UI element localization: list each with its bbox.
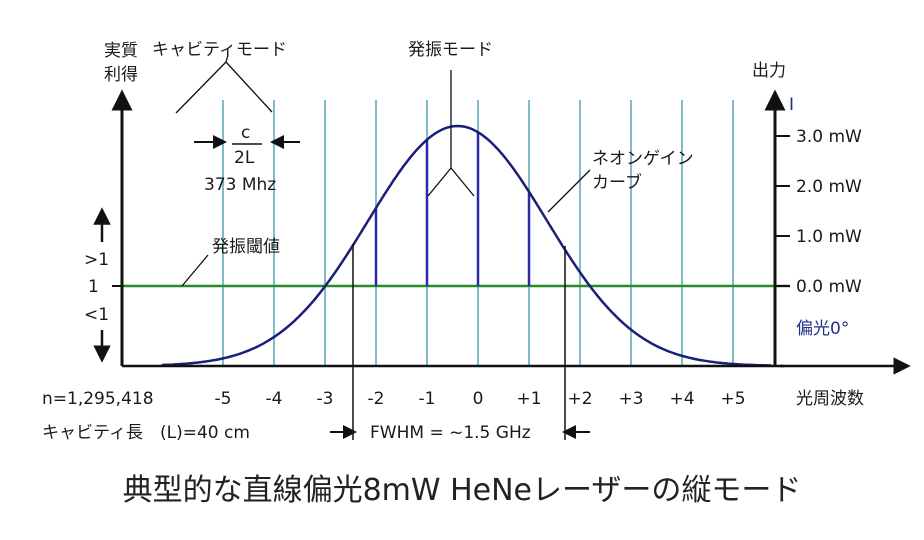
mode-number-label: +3: [618, 389, 643, 409]
gain-lt1-label: <1: [84, 305, 109, 325]
lasing-modes-label: 発振モード: [408, 40, 493, 60]
gain-curve-label-line1: ネオンゲイン: [592, 149, 694, 169]
power-tick-0: 0.0 mW: [796, 277, 862, 297]
mode-number-label: 0: [473, 389, 484, 409]
mode-number-label: -3: [317, 389, 334, 409]
mode-number-label: -4: [266, 389, 283, 409]
gain-eq1-label: 1: [88, 277, 99, 297]
mode-number-label: -5: [215, 389, 232, 409]
gain-curve-pointer: [547, 169, 591, 213]
lasing-pointer-fork: [427, 166, 475, 197]
power-tick-3: 3.0 mW: [796, 127, 862, 147]
mode-number-label: +2: [567, 389, 592, 409]
left-axis-label-line2: 利得: [104, 65, 138, 85]
n-label: n=1,295,418: [42, 389, 154, 409]
cavity-modes-label: キャビティモード: [152, 40, 287, 60]
mode-number-label: -2: [368, 389, 385, 409]
left-axis-label-line1: 実質: [104, 41, 138, 61]
gain-curve: [161, 124, 772, 367]
threshold-label: 発振閾値: [212, 237, 280, 257]
cavity-mode-pointer-stem: [225, 54, 229, 63]
figure-caption: 典型的な直線偏光8mW HeNeレーザーの縦モード: [123, 473, 802, 508]
mode-number-label: -1: [419, 389, 436, 409]
mode-number-label: +4: [669, 389, 694, 409]
lasing-mode-bars: [374, 132, 531, 286]
c-label: c: [241, 123, 250, 143]
power-tick-2: 2.0 mW: [796, 177, 862, 197]
gain-gt1-label: >1: [84, 250, 109, 270]
spacing-label: 373 Mhz: [204, 175, 276, 195]
mode-number-label: +1: [516, 389, 541, 409]
right-axis-i-mark: I: [789, 95, 794, 115]
x-axis-label: 光周波数: [796, 389, 864, 409]
polarization-label: 偏光0°: [796, 319, 849, 339]
mode-number-label: +5: [720, 389, 745, 409]
threshold-pointer: [181, 254, 209, 287]
cavity-length-label: キャビティ長 (L)=40 cm: [42, 423, 250, 443]
gain-curve-label-line2: カーブ: [592, 172, 642, 193]
mode-number-labels: -5 -4 -3 -2 -1 0 +1 +2 +3 +4 +5: [215, 389, 746, 409]
right-axis-label: 出力: [752, 61, 786, 81]
fwhm-label: FWHM = ~1.5 GHz: [370, 423, 531, 443]
power-tick-1: 1.0 mW: [796, 227, 862, 247]
2l-label: 2L: [234, 148, 255, 168]
